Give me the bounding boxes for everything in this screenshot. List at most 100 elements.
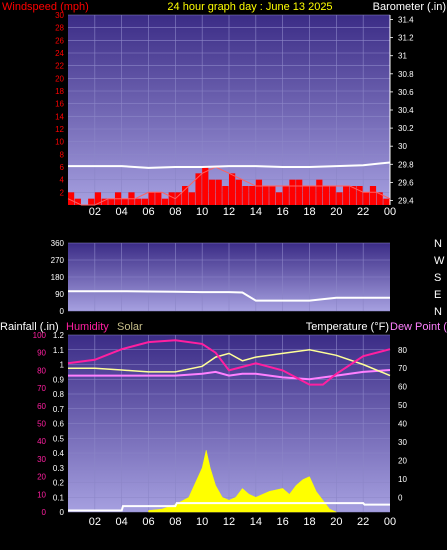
windspeed-tick-label: 26 (55, 36, 64, 45)
windspeed-tick-label: 2 (60, 188, 65, 197)
humidity-tick-label: 30 (37, 455, 46, 464)
windspeed-bar (215, 179, 222, 205)
x-tick-label: 18 (303, 516, 315, 528)
windspeed-bar (343, 186, 350, 205)
barometer-tick-label: 30 (398, 142, 407, 151)
compass-label: N (434, 306, 442, 318)
windspeed-bar (376, 192, 383, 205)
humidity-tick-label: 70 (37, 384, 46, 393)
windspeed-bar (188, 192, 195, 205)
humidity-tick-label: 50 (37, 420, 46, 429)
barometer-tick-label: 29.6 (398, 178, 414, 187)
windspeed-tick-label: 16 (55, 100, 64, 109)
barometer-tick-label: 29.8 (398, 160, 414, 169)
rainfall-axis-title: Rainfall (.in) (0, 321, 59, 333)
rainfall-tick-label: 0.6 (53, 420, 65, 429)
windspeed-tick-label: 24 (55, 49, 64, 58)
rainfall-tick-label: 0.5 (53, 434, 65, 443)
windspeed-tick-label: 12 (55, 125, 64, 134)
x-tick-label: 02 (89, 206, 101, 218)
rainfall-tick-label: 0.9 (53, 375, 65, 384)
barometer-tick-label: 30.8 (398, 70, 414, 79)
rainfall-tick-label: 0.7 (53, 405, 65, 414)
temperature-tick-label: 10 (398, 475, 407, 484)
compass-label: N (434, 238, 442, 250)
x-tick-label: 06 (142, 206, 154, 218)
rainfall-tick-label: 0 (60, 508, 65, 517)
x-tick-label: 00 (384, 206, 396, 218)
x-tick-label: 22 (357, 516, 369, 528)
compass-label: E (434, 289, 441, 301)
direction-tick-label: 90 (55, 290, 64, 299)
windspeed-bar (161, 198, 169, 205)
windspeed-bar (296, 179, 303, 205)
barometer-tick-label: 31.2 (398, 34, 414, 43)
x-tick-label: 02 (89, 516, 101, 528)
windspeed-tick-label: 30 (55, 11, 64, 20)
windspeed-bar (249, 186, 256, 205)
x-tick-label: 12 (223, 516, 235, 528)
windspeed-bar (202, 167, 209, 205)
windspeed-bar (135, 198, 142, 205)
windspeed-bar (155, 192, 162, 205)
windspeed-tick-label: 20 (55, 74, 64, 83)
barometer-line (68, 161, 391, 169)
humidity-tick-label: 20 (37, 473, 46, 482)
windspeed-bar (148, 192, 155, 205)
windspeed-bar (275, 192, 283, 205)
windspeed-bar (383, 198, 390, 205)
x-tick-label: 14 (250, 206, 262, 218)
temperature-tick-label: 70 (398, 364, 407, 373)
windspeed-bar (289, 179, 296, 205)
windspeed-bar (101, 198, 108, 205)
windspeed-bar (168, 192, 175, 205)
x-tick-label: 04 (116, 516, 128, 528)
barometer-tick-label: 31.4 (398, 16, 414, 25)
x-tick-label: 08 (169, 516, 181, 528)
x-tick-label: 12 (223, 206, 235, 218)
temperature-axis-title: Temperature (°F) (306, 321, 389, 333)
rainfall-tick-label: 1 (60, 361, 65, 370)
x-tick-label: 06 (142, 516, 154, 528)
humidity-tick-label: 80 (37, 366, 46, 375)
windspeed-tick-label: 6 (60, 163, 65, 172)
windspeed-bar (322, 186, 330, 205)
windspeed-bar (175, 192, 182, 205)
humidity-tick-label: 60 (37, 402, 46, 411)
rainfall-tick-label: 1.1 (53, 346, 65, 355)
rainfall-tick-label: 0.2 (53, 479, 65, 488)
barometer-tick-label: 30.2 (398, 124, 414, 133)
humidity-tick-label: 0 (42, 508, 47, 517)
x-tick-label: 00 (384, 516, 396, 528)
gust-line (67, 166, 391, 206)
temperature-tick-label: 50 (398, 401, 407, 410)
windspeed-bar (195, 173, 202, 205)
rainfall-tick-label: 0.4 (53, 449, 65, 458)
compass-label: W (434, 255, 445, 267)
chart-title: 24 hour graph day : June 13 2025 (167, 1, 332, 13)
windspeed-bar (242, 186, 249, 205)
humidity-tick-label: 10 (37, 490, 46, 499)
x-tick-label: 22 (357, 206, 369, 218)
solar-area (148, 450, 337, 513)
barometer-axis-title: Barometer (.in) (373, 1, 446, 13)
windspeed-bar (74, 198, 81, 205)
windspeed-bar (68, 192, 75, 205)
dewpoint-axis-title: Dew Point (°F) (390, 321, 447, 333)
windspeed-bar (182, 186, 189, 205)
direction-tick-label: 270 (51, 256, 65, 265)
barometer-tick-label: 29.4 (398, 196, 414, 205)
windspeed-bar (369, 186, 377, 205)
windspeed-bar (363, 192, 370, 205)
windspeed-bar (282, 186, 289, 205)
temperature-line (68, 349, 391, 377)
direction-tick-label: 360 (51, 239, 65, 248)
windspeed-bar (329, 186, 336, 205)
windspeed-bar (316, 179, 323, 205)
compass-label: S (434, 272, 441, 284)
rainfall-tick-label: 0.3 (53, 464, 65, 473)
windspeed-bar (121, 198, 128, 205)
humidity-tick-label: 90 (37, 349, 46, 358)
humidity-axis-title: Humidity (66, 321, 109, 333)
windspeed-bar (302, 186, 309, 205)
